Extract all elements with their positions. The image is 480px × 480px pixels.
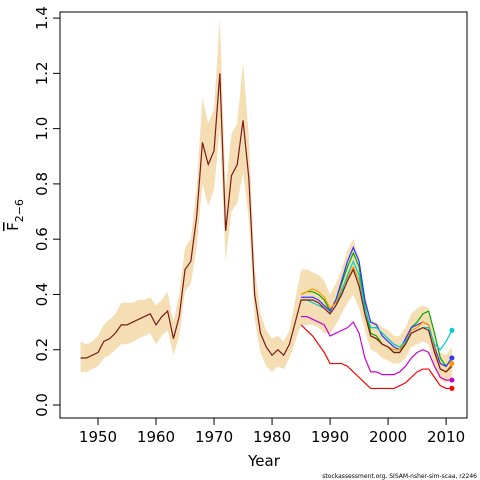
series-line [80, 73, 453, 373]
footer: stockassessment.org, SISAM-nsher-sim-sca… [322, 473, 477, 480]
x-axis-label: Year [247, 452, 281, 470]
y-tick-label: 1.0 [33, 117, 51, 141]
y-tick-label: 0.4 [33, 283, 51, 307]
x-tick-label: 1980 [253, 428, 291, 446]
x-tick-label: 2000 [369, 428, 407, 446]
x-tick-label: 1960 [137, 428, 175, 446]
end-point [449, 377, 455, 383]
end-point [449, 355, 455, 361]
series-line [300, 251, 453, 368]
x-tick-label: 2010 [427, 428, 465, 446]
end-point [449, 361, 455, 367]
y-tick-label: 1.4 [33, 6, 51, 30]
y-tick-label: 0.0 [33, 393, 51, 417]
plot-frame [59, 11, 468, 419]
x-tick-label: 1970 [195, 428, 233, 446]
x-tick-label: 1950 [79, 428, 117, 446]
x-tick-label: 1990 [311, 428, 349, 446]
y-tick-label: 0.2 [33, 338, 51, 362]
confidence-band [80, 18, 452, 383]
y-label-main: F [4, 222, 22, 231]
end-point [449, 385, 455, 391]
series-line [300, 324, 452, 390]
y-axis-label: F2−6 [4, 199, 26, 231]
series-line [301, 315, 452, 381]
y-tick-label: 1.2 [33, 61, 51, 85]
y-tick-label: 0.8 [33, 172, 51, 196]
end-point [449, 327, 455, 333]
y-label-sub: 2−6 [13, 199, 26, 222]
y-tick-label: 0.6 [33, 227, 51, 251]
